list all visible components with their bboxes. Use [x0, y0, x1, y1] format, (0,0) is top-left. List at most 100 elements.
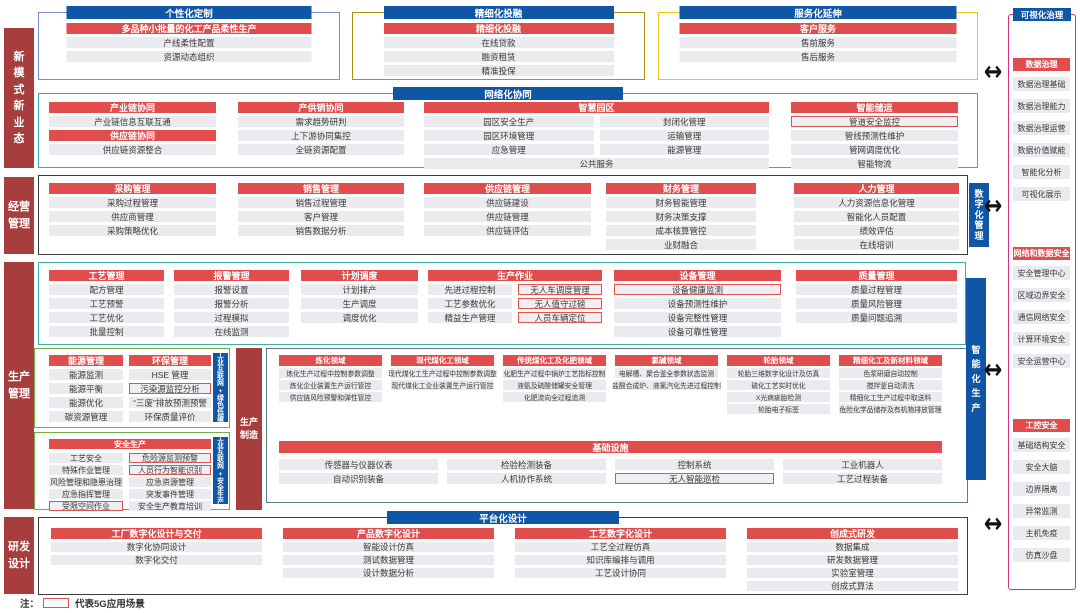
card-title: 环保管理 [129, 355, 211, 366]
card-title: 创成式研发 [747, 528, 958, 539]
card: 智能储运 管道安全监控 管线预测性维护 管网调度优化 智能物流 [791, 102, 958, 169]
item: 财务智能管理 [606, 197, 756, 208]
item: 需求趋势研判 [238, 116, 404, 127]
item: 搅拌釜自动清洗 [839, 380, 942, 390]
item: 配方管理 [49, 284, 164, 295]
label-char: 工 [217, 351, 224, 359]
item: 能源监测 [49, 369, 123, 380]
label-char: 互 [217, 449, 224, 457]
item: 上下游协同集控 [238, 130, 404, 141]
item: 安全运营中心 [1013, 354, 1070, 368]
card-title: 安全生产 [49, 439, 211, 449]
item: 供应链资源整合 [49, 144, 216, 155]
box-platform-design: 平台化设计 工厂数字化设计与交付 数字化协同设计 数字化交付 产品数字化设计 智能设计仿… [38, 511, 968, 595]
item: 自动识别装备 [279, 473, 438, 484]
item: 工艺参数优化 [428, 298, 512, 309]
item: 轮胎电子标签 [727, 404, 830, 414]
label-char: 产 [971, 402, 981, 413]
double-arrow-icon: ↔ [983, 190, 1003, 222]
label-char: 色 [217, 401, 224, 409]
item: 危险源监测预警 [129, 453, 211, 463]
label-iiot-green: 工业互联网 + 绿色低碳 [213, 351, 228, 423]
domain-card: 轮胎领域 轮胎三维数字化设计及仿真 硫化工艺实时优化 X光病疵胎检测 轮胎电子标签 [727, 355, 830, 414]
item: 工艺设计协同 [515, 568, 726, 578]
label-char: 数 [974, 189, 984, 200]
item: 质量风险管理 [796, 298, 957, 309]
item: 智能物流 [791, 158, 958, 169]
item: 报警设置 [174, 284, 289, 295]
label-char: 生 [217, 491, 224, 499]
item: 设备预测性维护 [614, 298, 781, 309]
item: 工艺过程装备 [783, 473, 942, 484]
item: 人员行为智能识别 [129, 465, 211, 475]
item: 计算环境安全 [1013, 332, 1070, 346]
domain-card: 炼化领域 炼化生产过程中控制参数调整 炼化企业装置生产运行管控 供应链风险预警和弹性管… [279, 355, 382, 414]
section-header: 网络化协同 [393, 87, 623, 101]
card-title: 工艺管理 [49, 270, 164, 281]
double-arrow-icon: ↔ [983, 354, 1003, 386]
item: 封闭化管理 [599, 116, 769, 127]
platform-grid: 工厂数字化设计与交付 数字化协同设计 数字化交付 产品数字化设计 智能设计仿真 测试数据管… [51, 528, 958, 591]
item: 色浆研磨自动控制 [839, 368, 942, 378]
park-col-a: 园区安全生产 园区环境管理 应急管理 [424, 116, 594, 155]
item: 安全大脑 [1013, 460, 1070, 474]
card: 财务管理 财务智能管理 财务决策支撑 成本核算管控 业财融合 [606, 183, 756, 250]
item: 环保质量评价 [129, 411, 211, 422]
label-char: 碳 [217, 416, 224, 423]
item: 轮胎三维数字化设计及仿真 [727, 368, 830, 378]
item: 炼化企业装置生产运行管控 [279, 380, 382, 390]
item: 调度优化 [301, 312, 418, 323]
card-title: 数据治理 [1013, 58, 1070, 71]
card-title: 工艺数字化设计 [515, 528, 726, 539]
card: 计划调度 计划排产 生产调度 调度优化 [301, 270, 418, 323]
item: 供应链管理 [424, 211, 591, 222]
item: 工艺全过程仿真 [515, 542, 726, 552]
label-char: 低 [217, 408, 224, 416]
label-char: + [218, 387, 223, 395]
card-title: 销售管理 [238, 183, 404, 194]
card-title: 计划调度 [301, 270, 418, 281]
item: “三废”排放预测预警 [129, 397, 211, 408]
item: 质量过程管理 [796, 284, 957, 295]
label-intelligent-production: 智能化生产 [966, 278, 986, 480]
card-title: 智慧园区 [424, 102, 769, 113]
item: 创成式算法 [747, 581, 958, 591]
label-iiot-safety: 工业互联网 + 安全生产 [213, 434, 228, 506]
item: 边界隔离 [1013, 482, 1070, 496]
item: 数据价值赋能 [1013, 143, 1070, 157]
card-title: 精细化投融 [383, 23, 614, 34]
item: 在线贷款 [383, 37, 614, 48]
item: 工艺优化 [49, 312, 164, 323]
label-char: + [218, 470, 223, 478]
card-title: 现代煤化工领域 [391, 355, 494, 366]
domain-card: 精细化工及新材料领域 色浆研磨自动控制 搅拌釜自动清洗 精细化工生产过程中取送料 危险化… [839, 355, 942, 414]
item: 在线监测 [174, 326, 289, 337]
item: 知识库编排与调用 [515, 555, 726, 565]
box-servitization: 服务化延伸 客户服务 售前服务 售后服务 [658, 6, 978, 80]
item: 仿真沙盘 [1013, 548, 1070, 562]
card: 工艺管理 配方管理 工艺预警 工艺优化 批量控制 [49, 270, 164, 337]
item: 销售数据分析 [238, 225, 404, 236]
item: 突发事件管理 [129, 489, 211, 499]
card: 产供销协同 需求趋势研判 上下游协同集控 全链资源配置 [238, 102, 404, 155]
card-title: 供应链协同 [49, 130, 216, 141]
double-arrow-icon: ↔ [983, 508, 1003, 540]
rail-line-text: 研发 [8, 541, 30, 553]
park-columns: 园区安全生产 园区环境管理 应急管理 封闭化管理 运输管理 能源管理 [424, 116, 769, 155]
item: 主机免疫 [1013, 526, 1070, 540]
label-char: 化 [974, 209, 984, 220]
rail-line-text: 式 [13, 83, 25, 96]
item: 园区安全生产 [424, 116, 594, 127]
label-digital-management: 数字化管理 [969, 183, 989, 247]
label-char: 工 [217, 434, 224, 442]
item: 电解槽、聚合釜全参数状态监测 [615, 368, 718, 378]
split-col-a: 先进过程控制 工艺参数优化 精益生产管理 [428, 284, 512, 323]
label-production-manufacture: 生产 制造 [236, 348, 262, 510]
item: 传感器与仪器仪表 [279, 459, 438, 470]
label-char: 联 [217, 456, 224, 464]
panel-section-items: 基础结构安全 安全大脑 边界隔离 异常监测 主机免疫 仿真沙盘 [1013, 438, 1070, 562]
card-title: 精细化工及新材料领域 [839, 355, 942, 366]
item: 基础结构安全 [1013, 438, 1070, 452]
item: 盐酸合成炉、液氯汽化先进过程控制 [612, 380, 721, 390]
